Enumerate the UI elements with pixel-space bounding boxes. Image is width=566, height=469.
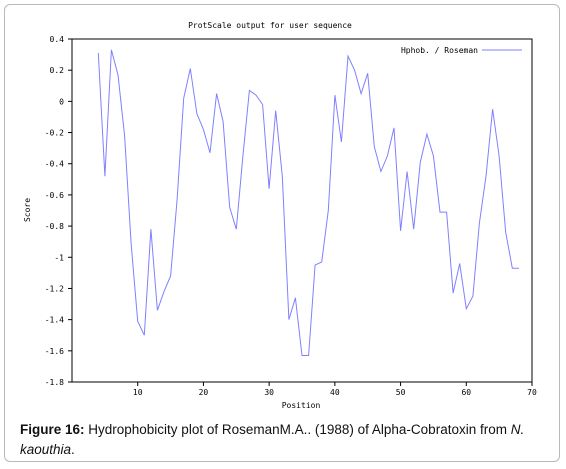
y-tick-label: -0.6 <box>45 191 64 200</box>
y-tick-label: -0.8 <box>45 222 64 231</box>
figure-frame <box>4 4 560 462</box>
y-tick-label: 0.4 <box>50 35 65 44</box>
y-tick-label: -1.2 <box>45 284 64 293</box>
series-line <box>97 49 519 356</box>
x-axis: 10 20 30 40 50 60 70 <box>133 382 537 397</box>
y-axis-label: Score <box>23 198 32 222</box>
x-tick-label: 70 <box>527 388 537 397</box>
chart-title: ProtScale output for user sequence <box>188 21 352 30</box>
series-group <box>97 49 519 356</box>
caption-species: N. kaouthia <box>20 422 525 457</box>
x-tick-label: 40 <box>330 388 340 397</box>
figure-caption: Figure 16: Hydrophobicity plot of Rosema… <box>20 420 545 460</box>
y-tick-label: -1.8 <box>45 378 64 387</box>
y-axis: 0.4 0.2 0 -0.2 -0.4 -0.6 -0.8 -1 -1.2 -1.4 -1.6 -1.… <box>45 35 72 387</box>
x-axis-label: Position <box>282 401 321 410</box>
chart-container: ProtScale output for user sequence 0.4 0.… <box>10 10 540 419</box>
legend-label: Hphob. / Roseman <box>401 46 478 55</box>
x-tick-label: 30 <box>264 388 274 397</box>
y-tick-label: -1.6 <box>45 347 64 356</box>
hydrophobicity-chart: ProtScale output for user sequence 0.40.… <box>23 21 537 410</box>
x-tick-label: 20 <box>199 388 209 397</box>
y-tick-label: -0.2 <box>45 129 64 138</box>
x-tick-label: 50 <box>396 388 406 397</box>
plot-area-border <box>71 38 533 383</box>
x-tick-label: 60 <box>461 388 471 397</box>
x-tick-label: 10 <box>133 388 143 397</box>
y-tick-label: -1 <box>54 253 64 262</box>
caption-end: . <box>71 442 75 457</box>
y-tick-label: 0.2 <box>50 66 65 75</box>
legend: Hphob. / Roseman <box>401 46 522 55</box>
caption-text: Hydrophobicity plot of RosemanM.A.. (198… <box>84 422 511 437</box>
y-tick-label: -0.4 <box>45 160 64 169</box>
caption-label: Figure 16: <box>20 422 85 437</box>
y-tick-label: -1.4 <box>45 316 64 325</box>
y-tick-label: 0 <box>59 97 64 106</box>
